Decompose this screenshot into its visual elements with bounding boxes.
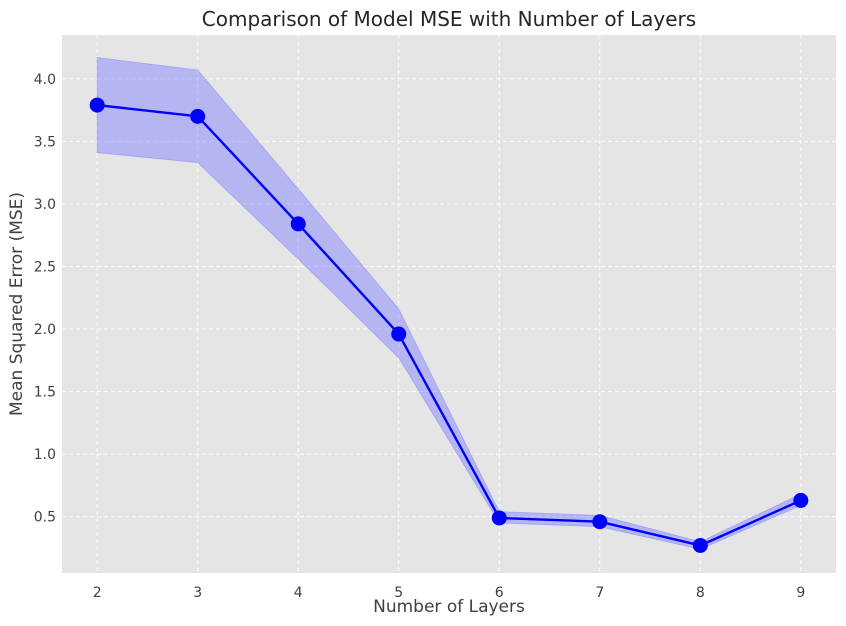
y-tick-label: 3.0 [34,197,56,213]
y-tick-label: 1.5 [34,385,56,401]
y-tick-label: 3.5 [34,134,56,150]
y-tick-label: 2.0 [34,322,56,338]
x-axis-label: Number of Layers [373,597,525,617]
grid [62,35,836,573]
x-tick-label: 2 [93,585,102,601]
x-tick-label: 9 [796,585,805,601]
data-point [89,97,105,113]
x-tick-label: 4 [294,585,303,601]
data-point [491,510,507,526]
data-point [391,326,407,342]
x-tick-labels: 2 3 4 5 6 7 8 9 [93,585,806,601]
data-points [89,97,809,553]
data-point [190,108,206,124]
data-point [793,492,809,508]
y-tick-label: 4.0 [34,72,56,88]
plot-area [62,35,836,573]
x-tick-label: 8 [696,585,705,601]
y-axis-label: Mean Squared Error (MSE) [7,192,27,416]
x-tick-label: 5 [394,585,403,601]
chart-title: Comparison of Model MSE with Number of L… [202,7,696,31]
y-tick-label: 2.5 [34,259,56,275]
x-tick-label: 3 [193,585,202,601]
y-tick-label: 1.0 [34,447,56,463]
data-point [692,537,708,553]
x-tick-label: 7 [595,585,604,601]
x-tick-label: 6 [495,585,504,601]
y-tick-label: 0.5 [34,510,56,526]
series-line-layer [97,103,802,547]
series-line [97,103,802,547]
data-point [592,514,608,530]
y-tick-labels: 0.5 1.0 1.5 2.0 2.5 3.0 3.5 4.0 [34,72,56,526]
data-point [290,216,306,232]
